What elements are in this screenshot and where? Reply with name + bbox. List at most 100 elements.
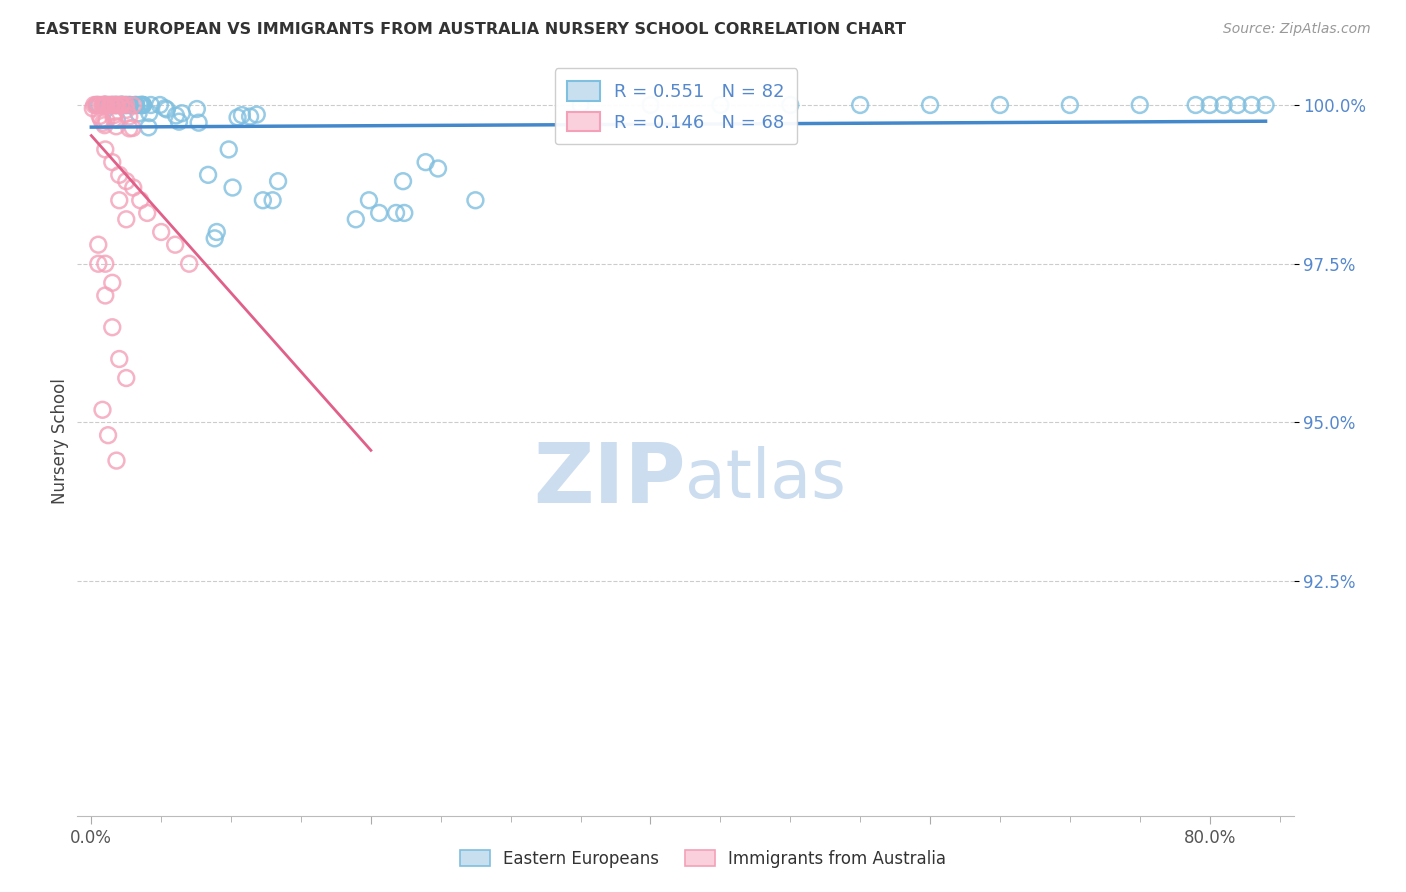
- Point: [107, 98, 129, 112]
- Point: [394, 206, 416, 220]
- Point: [464, 193, 486, 207]
- Point: [186, 102, 208, 116]
- Point: [105, 453, 128, 467]
- Point: [101, 320, 124, 334]
- Point: [267, 174, 290, 188]
- Point: [100, 98, 122, 112]
- Point: [107, 98, 129, 112]
- Point: [118, 98, 141, 112]
- Point: [101, 276, 124, 290]
- Point: [82, 102, 104, 116]
- Point: [118, 110, 141, 124]
- Point: [100, 98, 122, 112]
- Point: [415, 155, 437, 169]
- Point: [93, 98, 115, 112]
- Point: [128, 98, 150, 112]
- Point: [139, 98, 162, 112]
- Point: [368, 206, 391, 220]
- Point: [1212, 98, 1234, 112]
- Point: [87, 237, 110, 252]
- Point: [125, 98, 148, 112]
- Point: [103, 108, 125, 122]
- Point: [779, 98, 801, 112]
- Point: [108, 98, 131, 112]
- Point: [1198, 98, 1220, 112]
- Point: [114, 98, 136, 112]
- Point: [115, 98, 138, 112]
- Point: [96, 113, 118, 128]
- Text: Source: ZipAtlas.com: Source: ZipAtlas.com: [1223, 22, 1371, 37]
- Point: [1059, 98, 1081, 112]
- Point: [104, 98, 127, 112]
- Point: [101, 98, 124, 112]
- Point: [138, 106, 160, 120]
- Point: [104, 104, 127, 119]
- Point: [111, 98, 134, 112]
- Point: [108, 168, 131, 182]
- Point: [94, 98, 117, 112]
- Point: [94, 288, 117, 302]
- Point: [918, 98, 941, 112]
- Point: [93, 98, 115, 112]
- Point: [105, 112, 128, 127]
- Point: [709, 98, 731, 112]
- Point: [84, 98, 107, 112]
- Point: [112, 98, 135, 112]
- Point: [98, 98, 121, 112]
- Point: [252, 193, 274, 207]
- Point: [108, 351, 131, 366]
- Point: [239, 110, 262, 124]
- Point: [218, 143, 240, 157]
- Point: [108, 193, 131, 207]
- Point: [105, 98, 128, 112]
- Legend: Eastern Europeans, Immigrants from Australia: Eastern Europeans, Immigrants from Austr…: [454, 844, 952, 875]
- Point: [849, 98, 872, 112]
- Point: [103, 112, 125, 126]
- Point: [138, 120, 160, 135]
- Point: [385, 206, 408, 220]
- Point: [110, 98, 132, 112]
- Point: [344, 212, 367, 227]
- Point: [187, 116, 209, 130]
- Point: [87, 98, 110, 112]
- Point: [128, 106, 150, 120]
- Point: [153, 101, 176, 115]
- Point: [111, 98, 134, 112]
- Point: [121, 121, 143, 136]
- Point: [94, 98, 117, 112]
- Point: [197, 168, 219, 182]
- Point: [115, 103, 138, 117]
- Point: [1254, 98, 1277, 112]
- Point: [101, 98, 124, 112]
- Point: [165, 109, 187, 123]
- Point: [108, 98, 131, 112]
- Point: [427, 161, 450, 176]
- Point: [111, 98, 134, 112]
- Point: [226, 111, 249, 125]
- Point: [131, 98, 153, 112]
- Point: [170, 106, 193, 120]
- Point: [392, 174, 415, 188]
- Point: [988, 98, 1011, 112]
- Point: [90, 112, 112, 127]
- Point: [136, 206, 159, 220]
- Point: [124, 98, 146, 112]
- Point: [357, 193, 380, 207]
- Point: [93, 98, 115, 112]
- Point: [94, 257, 117, 271]
- Text: atlas: atlas: [686, 446, 846, 512]
- Point: [97, 98, 120, 112]
- Y-axis label: Nursery School: Nursery School: [51, 378, 69, 505]
- Point: [131, 98, 153, 112]
- Point: [640, 98, 662, 112]
- Point: [94, 143, 117, 157]
- Point: [86, 98, 108, 112]
- Point: [87, 257, 110, 271]
- Point: [111, 98, 134, 112]
- Point: [94, 98, 117, 112]
- Point: [231, 108, 253, 122]
- Point: [91, 98, 114, 112]
- Point: [115, 98, 138, 112]
- Point: [118, 121, 141, 136]
- Point: [131, 98, 153, 112]
